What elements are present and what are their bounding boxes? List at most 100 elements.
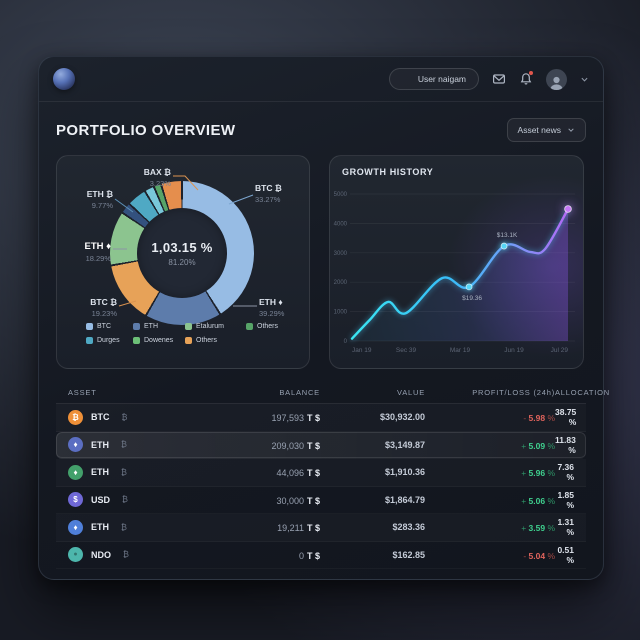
app-logo-icon[interactable] bbox=[53, 68, 75, 90]
callout-asset-label: BAX ₿ bbox=[143, 167, 171, 177]
asset-name: ETH bbox=[91, 522, 109, 533]
coin-icon: $ bbox=[68, 492, 83, 508]
profit-value: 5.96 bbox=[528, 468, 546, 479]
legend-item[interactable]: Etalurum bbox=[185, 323, 246, 330]
callout-percent: 18.29% bbox=[85, 253, 111, 263]
legend-item[interactable]: ETH bbox=[133, 323, 185, 330]
callout-percent: 3.23% bbox=[149, 178, 171, 188]
legend-item[interactable]: BTC bbox=[86, 323, 133, 330]
svg-text:Sec 39: Sec 39 bbox=[396, 347, 417, 354]
callout-asset-label: BTC ₿ bbox=[90, 297, 117, 307]
data-point-marker bbox=[465, 283, 473, 291]
callout-asset-label: ETH ♦ bbox=[259, 297, 283, 307]
asset-name: ETH bbox=[91, 439, 109, 450]
coin-icon: ♦ bbox=[68, 519, 83, 535]
coin-icon: ♦ bbox=[68, 437, 83, 453]
profit-percent-sign: % bbox=[545, 523, 555, 534]
column-header[interactable]: PROFIT/LOSS (24h) bbox=[472, 387, 555, 397]
svg-text:Jul 29: Jul 29 bbox=[551, 347, 569, 354]
allocation-donut-chart[interactable] bbox=[110, 181, 254, 325]
asset-name: NDO bbox=[91, 549, 111, 560]
legend-item[interactable]: Durges bbox=[86, 337, 133, 344]
value-cell: $30,932.00 bbox=[379, 412, 425, 423]
callout-asset-label: BTC ₿ bbox=[255, 183, 282, 193]
balance-amount: 19,211 bbox=[277, 523, 304, 534]
legend-swatch bbox=[133, 337, 140, 344]
svg-text:Mar 19: Mar 19 bbox=[450, 347, 471, 354]
balance-amount: 30,000 bbox=[276, 495, 304, 506]
topbar: User naigam bbox=[39, 57, 603, 102]
profit-value: 5.06 bbox=[528, 495, 546, 506]
balance-amount: 209,030 bbox=[271, 440, 304, 451]
balance-cell: 44,096 T $ bbox=[218, 463, 320, 481]
column-header[interactable]: ALLOCATION bbox=[555, 387, 610, 397]
svg-text:1000: 1000 bbox=[334, 310, 348, 316]
avatar[interactable] bbox=[546, 68, 567, 90]
legend-label: BTC bbox=[97, 323, 111, 330]
user-button[interactable]: User naigam bbox=[388, 68, 479, 90]
asset-symbol: ₿ bbox=[122, 495, 128, 505]
profit-percent-sign: % bbox=[545, 440, 555, 451]
profit-sign: + bbox=[521, 440, 529, 451]
legend-item[interactable]: Others bbox=[246, 323, 302, 330]
profit-cell: - 5.04 % bbox=[425, 546, 555, 564]
table-row[interactable]: ♦ ETH ₿ 19,211 T $ $283.36 + 3.59 % 1.31 % bbox=[56, 514, 586, 542]
profit-sign: + bbox=[521, 495, 529, 506]
legend-item[interactable]: Others bbox=[185, 337, 246, 344]
profit-cell: + 3.59 % bbox=[425, 518, 555, 536]
profit-value: 5.98 bbox=[528, 413, 546, 424]
asset-symbol: ₿ bbox=[121, 412, 128, 422]
column-header[interactable]: ASSET bbox=[68, 387, 97, 397]
table-row[interactable]: ♦ ETH ₿ 209,030 T $ $3,149.87 + 5.09 % 11.83 % bbox=[56, 431, 586, 459]
donut-callout: ETH ♦ 39.29% bbox=[259, 298, 305, 317]
asset-news-dropdown[interactable]: Asset news bbox=[506, 118, 586, 142]
data-point-label: $13.1K bbox=[497, 232, 518, 239]
column-header[interactable]: BALANCE bbox=[279, 387, 320, 397]
asset-cell: ● NDO ₿ bbox=[68, 547, 218, 563]
asset-name: ETH bbox=[91, 467, 109, 478]
chevron-down-icon[interactable] bbox=[580, 75, 589, 84]
page-header: PORTFOLIO OVERVIEW Asset news bbox=[39, 102, 603, 155]
allocation-cell: 1.85 % bbox=[557, 489, 574, 510]
callout-asset-label: ETH ♦ bbox=[84, 241, 112, 252]
asset-symbol: ₿ bbox=[123, 550, 129, 560]
svg-text:3000: 3000 bbox=[334, 251, 348, 257]
profit-percent-sign: % bbox=[545, 468, 555, 479]
notifications-button[interactable] bbox=[519, 71, 533, 86]
table-row[interactable]: ● NDO ₿ 0 T $ $162.85- 5.04 % 0.51 % bbox=[56, 542, 586, 570]
value-cell: $3,149.87 bbox=[384, 439, 425, 450]
legend-swatch bbox=[133, 323, 140, 330]
legend-swatch bbox=[86, 337, 93, 344]
balance-cell: 209,030 T $ bbox=[218, 436, 320, 454]
donut-center: 1,03.15 % 81.20% bbox=[110, 181, 254, 325]
data-point-label: $19.36 bbox=[462, 295, 482, 302]
table-body: ₿ BTC ₿ 197,593 T $ $30,932.00- 5.98 % 38.75 %… bbox=[56, 404, 586, 569]
legend-swatch bbox=[86, 323, 93, 330]
balance-unit: T $ bbox=[306, 495, 320, 506]
table-row[interactable]: ₿ BTC ₿ 197,593 T $ $30,932.00- 5.98 % 38.75 % bbox=[56, 404, 586, 432]
assets-table: ASSET BALANCE VALUE PROFIT/LOSS (24h) ALLOCA… bbox=[56, 381, 609, 569]
asset-symbol: ₿ bbox=[121, 440, 127, 450]
callout-lines bbox=[113, 175, 257, 307]
coin-icon: ₿ bbox=[68, 409, 83, 425]
avatar-silhouette-icon bbox=[550, 76, 563, 90]
growth-line-chart[interactable]: 0 1000 2000 3000 4000 5000 Jan 19 Sec 39 Mar 19 J… bbox=[330, 156, 583, 368]
value-cell: $1,864.79 bbox=[384, 494, 425, 505]
legend-item[interactable]: Dowenes bbox=[133, 337, 185, 344]
profit-cell: + 5.96 % bbox=[425, 463, 555, 481]
asset-name: USD bbox=[91, 494, 111, 505]
callout-percent: 19.23% bbox=[91, 308, 117, 318]
value-cell: $283.36 bbox=[392, 522, 425, 533]
allocation-cell: 38.75 % bbox=[555, 407, 577, 428]
profit-value: 3.59 bbox=[528, 523, 546, 534]
mail-button[interactable] bbox=[492, 72, 506, 86]
table-row[interactable]: $ USD ₿ 30,000 T $ $1,864.79 + 5.06 % 1.85 % bbox=[56, 487, 586, 515]
column-header[interactable]: VALUE bbox=[396, 387, 425, 397]
user-button-label: User naigam bbox=[417, 74, 466, 84]
balance-amount: 44,096 bbox=[276, 468, 304, 479]
donut-callout: BTC ₿ 19.23% bbox=[73, 298, 117, 317]
donut-center-subvalue: 81.20% bbox=[168, 257, 196, 267]
balance-unit: T $ bbox=[306, 440, 320, 451]
allocation-card: 1,03.15 % 81.20% BAX ₿ 3.23% ETH ₿ 9.77% ETH… bbox=[56, 155, 310, 369]
table-row[interactable]: ♦ ETH ₿ 44,096 T $ $1,910.36 + 5.96 % 7.36 % bbox=[56, 459, 586, 487]
